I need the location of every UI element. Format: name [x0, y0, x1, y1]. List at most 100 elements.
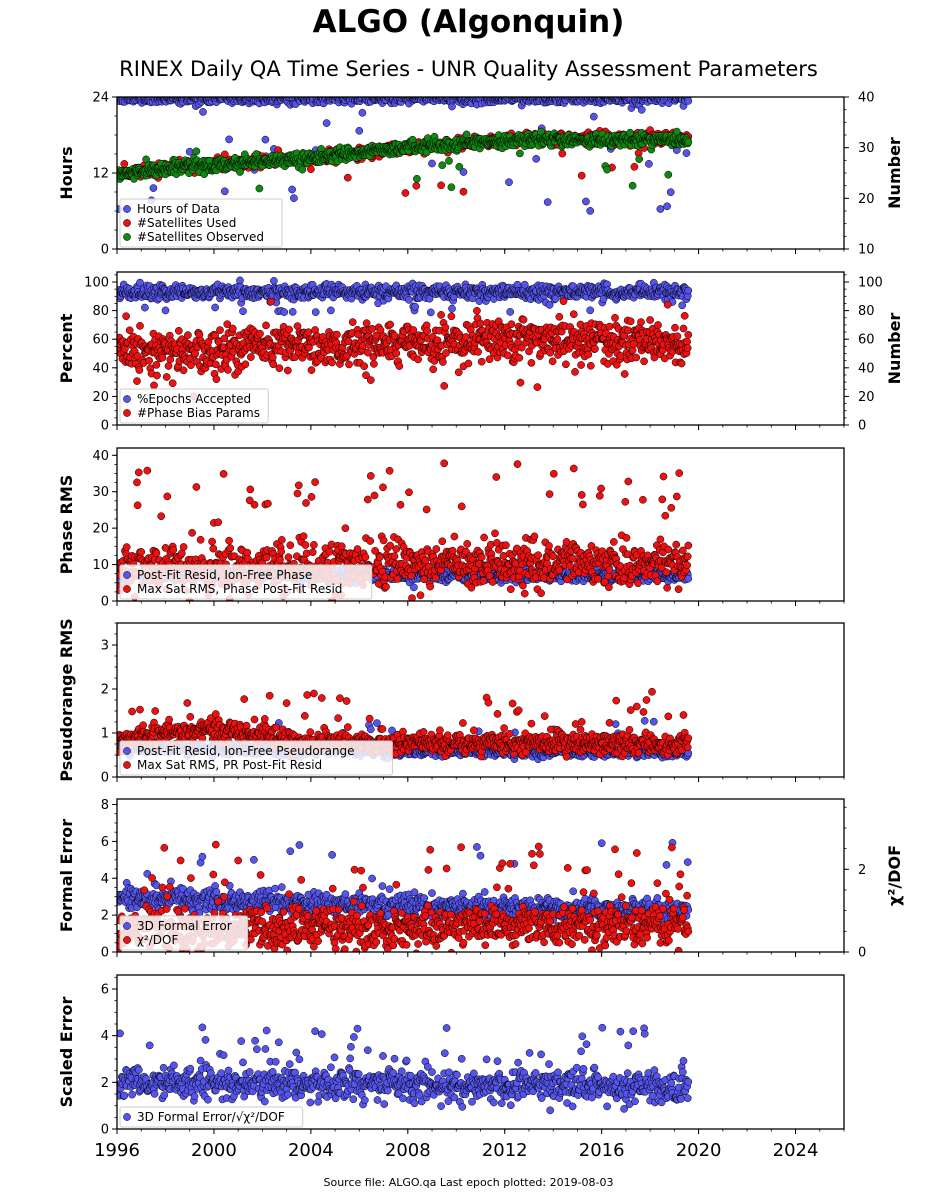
- legend: Hours of Data#Satellites Used#Satellites…: [119, 198, 283, 248]
- data-point: [683, 344, 692, 352]
- data-point: [362, 371, 370, 380]
- data-point: [548, 357, 557, 366]
- data-point: [462, 130, 471, 139]
- data-point: [661, 88, 668, 95]
- data-point: [239, 307, 247, 316]
- data-point: [569, 310, 578, 319]
- data-point: [199, 108, 207, 116]
- data-point: [136, 322, 144, 330]
- legend-entry: #Satellites Used: [137, 216, 236, 230]
- y2-tick-label: 100: [858, 276, 883, 291]
- data-point: [551, 294, 560, 303]
- data-point: [473, 306, 481, 315]
- legend-marker: [123, 205, 131, 213]
- data-point: [591, 344, 599, 353]
- data-point: [164, 362, 173, 370]
- data-point: [455, 162, 464, 171]
- data-point: [666, 188, 675, 197]
- data-point: [311, 308, 320, 316]
- data-point: [392, 349, 401, 358]
- data-point: [674, 89, 681, 96]
- data-point: [216, 326, 224, 334]
- data-point: [149, 184, 158, 192]
- data-point: [684, 138, 693, 146]
- data-point: [454, 97, 458, 98]
- data-point: [545, 301, 554, 309]
- y2-tick-label: 30: [858, 141, 875, 156]
- data-point: [439, 358, 447, 366]
- data-point: [684, 286, 693, 295]
- data-point: [306, 97, 311, 98]
- data-point: [541, 97, 543, 98]
- data-point: [532, 154, 541, 163]
- data-point: [413, 174, 421, 183]
- data-point: [683, 337, 691, 346]
- data-point: [354, 330, 362, 339]
- data-point: [344, 337, 353, 346]
- data-point: [510, 89, 517, 96]
- data-point: [429, 365, 438, 374]
- data-point: [616, 352, 625, 360]
- data-point: [241, 360, 250, 369]
- data-point: [562, 360, 570, 369]
- data-point: [684, 97, 693, 105]
- data-point: [566, 97, 570, 98]
- data-point: [477, 357, 486, 366]
- data-point: [589, 112, 598, 121]
- data-point: [637, 105, 646, 114]
- data-point: [527, 359, 536, 367]
- data-point: [298, 165, 307, 174]
- data-point: [328, 358, 336, 367]
- legend-entry: #Satellites Observed: [137, 230, 264, 244]
- y2-axis-label: Number: [885, 137, 904, 209]
- data-point: [680, 311, 689, 320]
- data-point: [438, 161, 447, 170]
- data-point: [358, 108, 367, 117]
- data-point: [586, 361, 595, 370]
- data-point: [679, 324, 688, 333]
- data-point: [543, 198, 552, 206]
- data-point: [515, 353, 524, 362]
- data-point: [150, 381, 158, 390]
- data-point: [517, 343, 526, 352]
- data-point: [348, 318, 357, 326]
- data-point: [626, 128, 634, 137]
- data-point: [663, 300, 672, 309]
- y-tick-label: 60: [92, 333, 109, 348]
- legend: %Epochs Accepted#Phase Bias Params: [119, 388, 269, 424]
- y-tick-label: 100: [84, 276, 109, 291]
- data-point: [462, 333, 470, 341]
- data-point: [405, 295, 413, 304]
- data-point: [516, 149, 524, 158]
- data-point: [297, 89, 304, 96]
- series-2-2: [117, 297, 693, 401]
- data-point: [678, 97, 683, 98]
- data-point: [360, 89, 367, 96]
- data-point: [401, 189, 410, 197]
- data-point: [635, 155, 644, 163]
- data-point: [437, 181, 445, 190]
- data-point: [516, 378, 525, 387]
- y-tick-label: 0: [101, 419, 109, 434]
- data-point: [290, 194, 298, 202]
- data-point: [187, 361, 195, 370]
- data-point: [220, 334, 229, 343]
- legend-entry: Hours of Data: [137, 202, 220, 216]
- data-point: [440, 382, 449, 390]
- data-point: [505, 178, 513, 187]
- data-point: [333, 330, 341, 339]
- data-point: [211, 360, 220, 369]
- data-point: [185, 147, 194, 156]
- data-point: [211, 303, 219, 312]
- data-point: [158, 353, 167, 362]
- data-point: [409, 326, 418, 334]
- data-point: [671, 323, 679, 332]
- data-point: [620, 370, 629, 378]
- legend-entry: %Epochs Accepted: [137, 392, 251, 406]
- data-point: [577, 171, 586, 180]
- data-point: [632, 353, 641, 362]
- data-point: [255, 184, 264, 193]
- data-point: [672, 127, 681, 136]
- legend-entry: #Phase Bias Params: [137, 406, 260, 420]
